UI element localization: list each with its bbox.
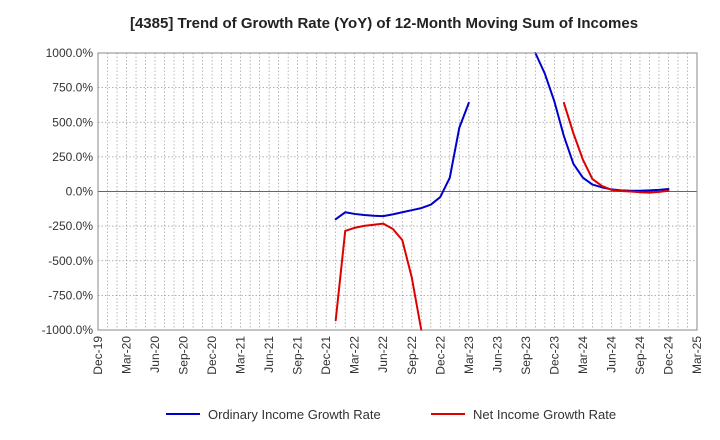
- legend-label: Ordinary Income Growth Rate: [208, 407, 381, 422]
- x-tick-label: Dec-20: [205, 336, 219, 375]
- y-tick-label: -750.0%: [48, 288, 93, 302]
- y-tick-label: 0.0%: [66, 185, 94, 199]
- y-tick-label: 1000.0%: [46, 46, 94, 60]
- x-tick-label: Jun-24: [604, 336, 618, 373]
- series-line: [334, 222, 423, 331]
- x-tick-label: Mar-24: [576, 336, 590, 374]
- series-lines: [334, 52, 670, 331]
- x-tick-label: Dec-22: [433, 336, 447, 375]
- x-tick-label: Jun-22: [376, 336, 390, 373]
- x-tick-label: Jun-23: [490, 336, 504, 373]
- grid-lines: [97, 52, 698, 331]
- x-tick-label: Jun-20: [148, 336, 162, 373]
- y-tick-label: -500.0%: [48, 254, 93, 268]
- legend: Ordinary Income Growth Rate Net Income Gr…: [166, 407, 616, 422]
- x-tick-label: Jun-21: [262, 336, 276, 373]
- x-tick-label: Sep-24: [633, 336, 647, 375]
- x-tick-label: Sep-20: [177, 336, 191, 375]
- axes: 1000.0% 750.0% 500.0% 250.0% 0.0% -250.0% -500…: [42, 46, 704, 375]
- x-tick-label: Mar-22: [348, 336, 362, 374]
- x-tick-label: Sep-21: [291, 336, 305, 375]
- x-tick-label: Sep-22: [405, 336, 419, 375]
- x-tick-label: Dec-19: [91, 336, 105, 375]
- y-tick-label: -250.0%: [48, 219, 93, 233]
- y-tick-label: 250.0%: [52, 150, 93, 164]
- x-tick-label: Mar-23: [462, 336, 476, 374]
- y-tick-label: -1000.0%: [42, 323, 94, 337]
- x-tick-label: Sep-23: [519, 336, 533, 375]
- series-line: [562, 101, 670, 194]
- y-tick-label: 750.0%: [52, 81, 93, 95]
- plot-border: [97, 52, 698, 331]
- x-tick-label: Mar-21: [234, 336, 248, 374]
- x-tick-label: Dec-23: [547, 336, 561, 375]
- chart-title: [4385] Trend of Growth Rate (YoY) of 12-…: [130, 15, 638, 32]
- x-tick-label: Dec-24: [661, 336, 675, 375]
- x-tick-label: Mar-25: [690, 336, 704, 374]
- y-tick-label: 500.0%: [52, 115, 93, 129]
- x-tick-label: Dec-21: [319, 336, 333, 375]
- x-tick-label: Mar-20: [120, 336, 134, 374]
- legend-label: Net Income Growth Rate: [473, 407, 616, 422]
